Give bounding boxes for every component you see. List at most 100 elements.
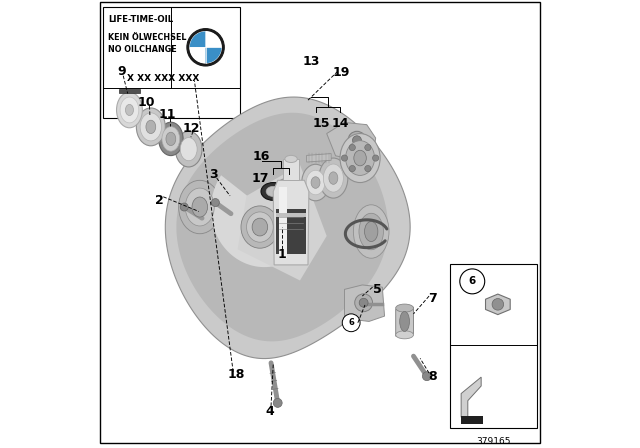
Ellipse shape [365, 221, 378, 241]
Circle shape [372, 155, 379, 161]
Polygon shape [486, 294, 510, 314]
Bar [461, 416, 483, 424]
Circle shape [355, 294, 372, 312]
Ellipse shape [159, 122, 183, 155]
Circle shape [349, 165, 355, 172]
Ellipse shape [319, 158, 348, 198]
Polygon shape [237, 165, 326, 280]
Polygon shape [344, 285, 385, 322]
Bar [103, 7, 240, 118]
Text: 9: 9 [118, 65, 126, 78]
Circle shape [349, 144, 355, 151]
Ellipse shape [323, 164, 344, 192]
Text: 15: 15 [312, 117, 330, 130]
Text: 6: 6 [348, 318, 354, 327]
Ellipse shape [125, 104, 134, 116]
Ellipse shape [346, 141, 374, 176]
Bar [119, 89, 140, 93]
Text: 17: 17 [251, 172, 269, 185]
Circle shape [342, 314, 360, 332]
Text: 11: 11 [159, 108, 177, 121]
Bar [450, 263, 537, 428]
Ellipse shape [354, 150, 366, 166]
Text: 10: 10 [138, 96, 155, 109]
Ellipse shape [192, 197, 207, 217]
Polygon shape [276, 209, 306, 254]
Circle shape [211, 198, 220, 207]
Circle shape [189, 31, 222, 64]
Text: 14: 14 [332, 117, 349, 130]
Text: 6: 6 [468, 276, 476, 286]
Text: 3: 3 [209, 168, 218, 181]
Ellipse shape [311, 177, 320, 188]
Ellipse shape [175, 131, 202, 167]
Text: LIFE-TIME-OIL: LIFE-TIME-OIL [108, 15, 173, 24]
Text: 5: 5 [372, 283, 381, 296]
Ellipse shape [146, 120, 156, 134]
Circle shape [365, 144, 371, 151]
Polygon shape [278, 187, 287, 258]
Circle shape [460, 269, 484, 294]
Ellipse shape [396, 331, 413, 339]
Polygon shape [326, 122, 376, 160]
Text: 1: 1 [278, 248, 287, 261]
Ellipse shape [359, 213, 383, 250]
Polygon shape [211, 175, 308, 267]
Ellipse shape [252, 218, 268, 236]
Polygon shape [461, 377, 481, 417]
Ellipse shape [266, 186, 280, 197]
Ellipse shape [340, 134, 380, 182]
Text: 4: 4 [266, 405, 275, 418]
Polygon shape [396, 307, 413, 336]
Text: 18: 18 [228, 368, 245, 381]
Ellipse shape [306, 170, 325, 195]
Text: 12: 12 [183, 122, 200, 135]
Ellipse shape [396, 304, 413, 312]
Text: 16: 16 [253, 150, 270, 163]
Text: 2: 2 [156, 194, 164, 207]
Bar [276, 213, 306, 217]
Circle shape [422, 372, 431, 381]
Circle shape [348, 131, 366, 149]
Text: 7: 7 [428, 292, 436, 305]
Ellipse shape [166, 132, 176, 146]
Ellipse shape [353, 205, 389, 258]
Polygon shape [273, 180, 309, 265]
Wedge shape [205, 47, 221, 63]
Ellipse shape [180, 138, 197, 161]
Circle shape [273, 398, 282, 407]
Ellipse shape [276, 178, 301, 198]
Text: NO OILCHANGE: NO OILCHANGE [108, 44, 177, 53]
Ellipse shape [186, 188, 214, 226]
Circle shape [180, 203, 188, 211]
Polygon shape [177, 113, 388, 341]
Ellipse shape [246, 212, 273, 242]
Ellipse shape [301, 164, 330, 201]
Ellipse shape [140, 113, 161, 141]
Circle shape [492, 298, 504, 310]
Ellipse shape [136, 108, 165, 146]
Text: 379165: 379165 [476, 437, 511, 446]
Polygon shape [307, 154, 331, 162]
Circle shape [341, 155, 348, 161]
Wedge shape [189, 47, 205, 63]
Text: KEIN ÖLWECHSEL: KEIN ÖLWECHSEL [108, 34, 187, 43]
Bar [283, 159, 299, 180]
Wedge shape [189, 31, 205, 47]
Ellipse shape [261, 182, 285, 200]
Text: 8: 8 [428, 370, 436, 383]
Ellipse shape [241, 206, 279, 248]
Ellipse shape [329, 172, 338, 184]
Circle shape [365, 165, 371, 172]
Circle shape [187, 29, 224, 66]
Ellipse shape [280, 181, 298, 194]
Ellipse shape [120, 97, 139, 123]
Circle shape [353, 136, 362, 145]
Text: 19: 19 [333, 65, 350, 78]
Ellipse shape [179, 180, 221, 234]
Circle shape [359, 298, 368, 307]
Text: X XX XXX XXX: X XX XXX XXX [127, 74, 200, 83]
Ellipse shape [285, 155, 298, 163]
Polygon shape [165, 97, 410, 358]
Ellipse shape [116, 92, 142, 128]
